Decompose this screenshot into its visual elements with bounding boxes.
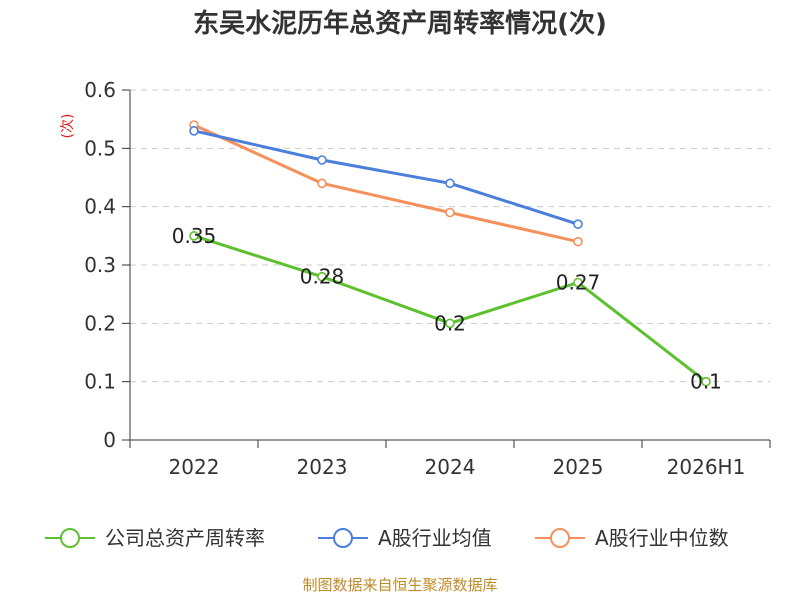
legend-marker — [550, 528, 570, 548]
data-point — [445, 318, 455, 329]
legend-label: A股行业均值 — [378, 526, 492, 550]
series-line — [193, 129, 579, 226]
legend-item: 公司总资产周转率 — [45, 526, 265, 550]
y-tick-label: 0.1 — [84, 370, 116, 394]
x-tick-labels: 2022 2023 2024 2025 2026H1 — [169, 455, 746, 479]
data-label: 0.35 — [172, 224, 217, 248]
data-point — [317, 155, 327, 165]
y-tick-label: 0.4 — [84, 195, 116, 219]
y-tick-label: 0 — [103, 428, 116, 452]
legend-item: A股行业中位数 — [535, 526, 729, 550]
series-0 — [189, 231, 711, 387]
legend-item: A股行业均值 — [318, 526, 492, 550]
data-label: 0.2 — [434, 311, 466, 335]
y-tick-label: 0.2 — [84, 311, 116, 335]
series-line — [193, 123, 579, 244]
y-tick-labels: 0 0.1 0.2 0.3 0.4 0.5 0.6 — [84, 78, 116, 452]
grid-lines — [130, 89, 770, 383]
x-tick-label: 2025 — [553, 455, 604, 479]
data-label: 0.27 — [556, 271, 601, 295]
data-point — [573, 219, 583, 229]
legend: 公司总资产周转率 A股行业均值 A股行业中位数 — [45, 526, 729, 550]
x-tick-label: 2026H1 — [667, 455, 746, 479]
y-tick-label: 0.6 — [84, 78, 116, 102]
y-tick-label: 0.3 — [84, 253, 116, 277]
series-1 — [189, 126, 583, 229]
data-point — [445, 178, 455, 189]
data-point — [189, 231, 199, 241]
data-label: 0.1 — [690, 370, 722, 394]
data-point — [445, 207, 455, 218]
legend-label: 公司总资产周转率 — [105, 526, 265, 550]
x-tick-label: 2024 — [425, 455, 476, 479]
series-layer — [189, 120, 711, 387]
series-line — [193, 234, 707, 383]
chart-title: 东吴水泥历年总资产周转率情况(次) — [193, 8, 607, 39]
data-point — [317, 178, 327, 189]
series-2 — [189, 120, 583, 247]
x-tick-label: 2023 — [297, 455, 348, 479]
data-point — [317, 271, 327, 282]
data-point — [701, 376, 711, 387]
y-axis-label: (次) — [60, 114, 76, 139]
data-labels: 0.35 0.28 0.2 0.27 0.1 — [172, 224, 722, 394]
legend-marker — [60, 528, 80, 548]
source-note: 制图数据来自恒生聚源数据库 — [302, 576, 497, 594]
data-point — [573, 236, 583, 247]
axes — [122, 89, 771, 448]
x-tick-label: 2022 — [169, 455, 220, 479]
data-point — [189, 126, 199, 136]
data-point — [573, 277, 583, 288]
legend-label: A股行业中位数 — [595, 526, 729, 550]
data-label: 0.28 — [300, 265, 345, 289]
legend-marker — [333, 528, 353, 548]
y-tick-label: 0.5 — [84, 136, 116, 160]
